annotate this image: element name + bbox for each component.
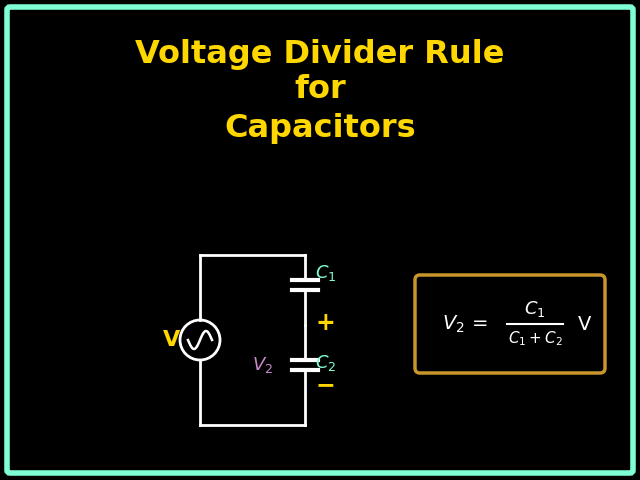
Text: $V_2$: $V_2$ [252,355,273,375]
FancyBboxPatch shape [415,275,605,373]
Text: Voltage Divider Rule: Voltage Divider Rule [135,39,505,71]
Text: =: = [472,314,488,334]
Text: Capacitors: Capacitors [224,112,416,144]
Text: $C_2$: $C_2$ [315,353,336,373]
Text: V: V [579,314,592,334]
Text: V: V [163,330,180,350]
Text: for: for [294,74,346,106]
Text: $V_2$: $V_2$ [442,313,465,335]
Text: +: + [315,311,335,335]
Text: $C_1$: $C_1$ [315,263,337,283]
Text: $C_1$: $C_1$ [524,299,546,319]
Text: $C_1 + C_2$: $C_1 + C_2$ [508,330,563,348]
Text: −: − [315,373,335,397]
